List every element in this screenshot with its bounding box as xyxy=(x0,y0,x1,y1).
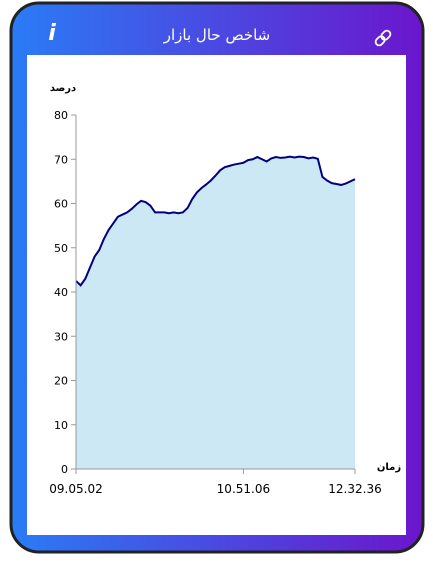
y-tick-label: 40 xyxy=(54,286,68,299)
link-button[interactable] xyxy=(374,29,392,47)
y-tick-label: 20 xyxy=(54,375,68,388)
header-title: شاخص حال بازار xyxy=(163,26,270,44)
x-tick-label: 10.51.06 xyxy=(217,482,270,496)
y-tick-label: 0 xyxy=(61,463,68,476)
y-tick-label: 50 xyxy=(54,242,68,255)
y-tick-label: 70 xyxy=(54,153,68,166)
x-tick-label: 09.05.02 xyxy=(49,482,102,496)
y-tick-label: 30 xyxy=(54,330,68,343)
x-tick-label: 12.32.36 xyxy=(328,482,381,496)
area xyxy=(76,156,355,469)
line xyxy=(75,155,356,287)
y-tick-label: 80 xyxy=(54,109,68,122)
y-axis-label: درصد xyxy=(50,83,76,94)
chart: LiveTSE.ir0102030405060708009.05.0210.51… xyxy=(49,83,401,496)
y-tick-label: 10 xyxy=(54,419,68,432)
info-button[interactable]: i xyxy=(48,21,56,46)
y-tick-label: 60 xyxy=(54,198,68,211)
x-axis-label: زمان xyxy=(377,462,401,473)
